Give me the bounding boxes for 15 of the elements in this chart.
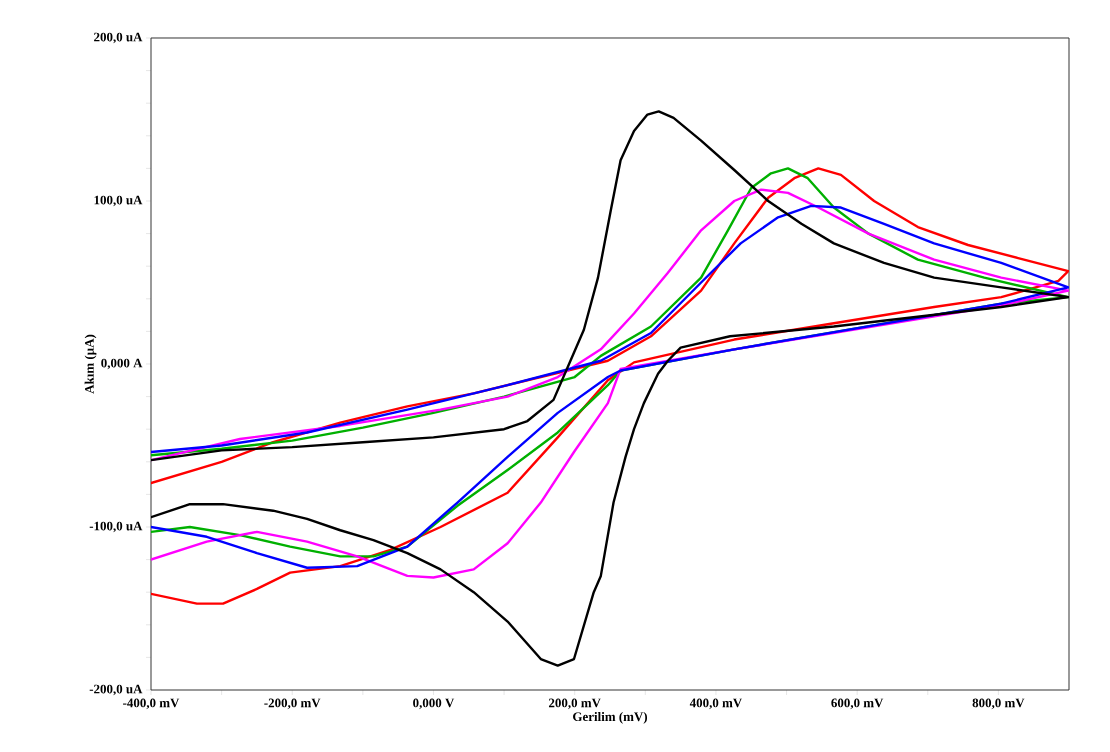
line-series: [151, 110, 1070, 667]
y-axis-title: Akım (µA): [84, 334, 97, 394]
y-tick-label: 200,0 uA: [94, 32, 143, 44]
x-axis-title: Gerilim (mV): [573, 711, 648, 724]
x-tick-label: 400,0 mV: [689, 698, 743, 710]
x-tick-label: -400,0 mV: [123, 698, 180, 710]
y-tick-label: -200,0 uA: [89, 684, 143, 696]
x-tick-label: -200,0 mV: [264, 698, 321, 710]
x-tick-label: 200,0 mV: [548, 698, 601, 710]
x-tick-label: 600,0 mV: [831, 698, 884, 710]
y-tick-label: -100,0 uA: [89, 521, 143, 533]
x-tick-label: 0,000 V: [413, 698, 455, 710]
y-tick-label: 100,0 uA: [94, 195, 143, 207]
x-tick-label: 800,0 mV: [972, 698, 1025, 710]
y-tick-label: 0,000 A: [101, 358, 143, 370]
